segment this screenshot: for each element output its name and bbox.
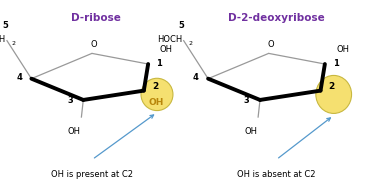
Text: OH: OH [244,127,257,135]
Text: D-ribose: D-ribose [71,13,121,23]
Text: 3: 3 [67,96,73,105]
Text: HOCH: HOCH [157,35,182,44]
Text: O: O [91,40,97,49]
Text: HOCH: HOCH [0,35,5,44]
Text: 2: 2 [152,82,158,91]
Text: 2: 2 [12,41,16,46]
Text: OH is absent at C2: OH is absent at C2 [237,170,315,179]
Text: 5: 5 [179,21,185,30]
Text: 1: 1 [333,59,339,68]
Text: OH is present at C2: OH is present at C2 [51,170,133,179]
Text: D-2-deoxyribose: D-2-deoxyribose [228,13,325,23]
Text: 4: 4 [193,73,199,82]
Text: OH: OH [336,45,349,54]
Text: 2: 2 [188,41,193,46]
Text: OH: OH [159,45,173,54]
Ellipse shape [141,78,173,111]
Text: OH: OH [149,97,164,107]
Text: 2: 2 [329,82,335,91]
Text: 1: 1 [156,59,162,68]
Text: O: O [267,40,274,49]
Ellipse shape [316,75,352,113]
Text: OH: OH [67,127,80,135]
Text: 5: 5 [2,21,8,30]
Text: 4: 4 [16,73,22,82]
Text: 3: 3 [244,96,250,105]
